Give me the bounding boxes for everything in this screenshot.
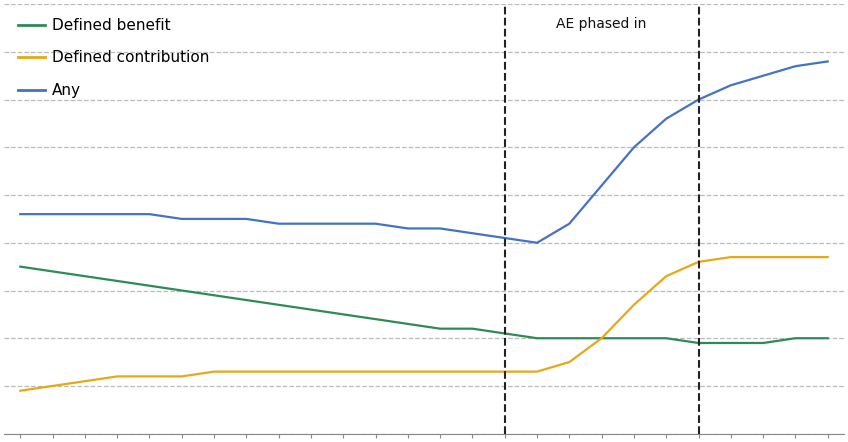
- Text: AE phased in: AE phased in: [556, 17, 647, 31]
- Legend: Defined benefit, Defined contribution, Any: Defined benefit, Defined contribution, A…: [12, 12, 215, 104]
